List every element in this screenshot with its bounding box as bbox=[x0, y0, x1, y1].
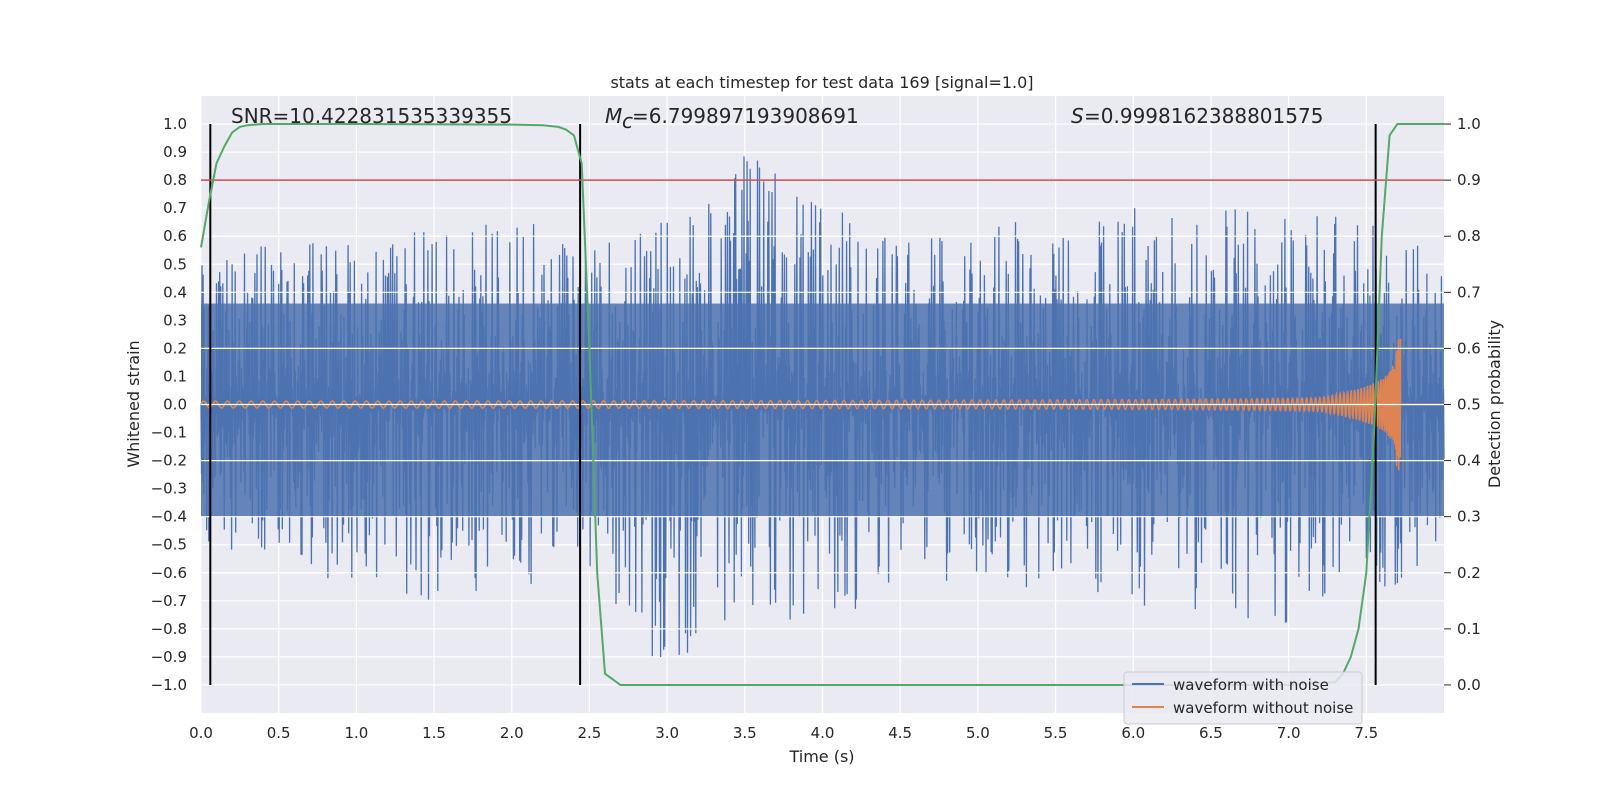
y-tick-label-4: 0.6 bbox=[163, 227, 187, 245]
legend-box bbox=[1123, 671, 1363, 725]
y2-tick-label-0: 1.0 bbox=[1457, 115, 1481, 133]
x-tick-label-1: 0.5 bbox=[267, 724, 291, 742]
y-tick-labels: 1.0 0.9 0.8 0.7 0.6 0.5 0.4 0.3 0.2 0.1 0.0 −0.1 −0.… bbox=[151, 115, 187, 694]
x-tick-label-0: 0.0 bbox=[189, 724, 213, 742]
legend-label-noise: waveform with noise bbox=[1173, 676, 1329, 694]
snr-annotation: SNR=10.422831535339355 bbox=[231, 104, 512, 128]
y2-tick-label-3: 0.7 bbox=[1457, 283, 1481, 301]
y-tick-label-13: −0.3 bbox=[151, 480, 187, 498]
y-tick-label-12: −0.2 bbox=[151, 452, 187, 470]
y-tick-label-3: 0.7 bbox=[163, 199, 187, 217]
noise-core-band bbox=[201, 303, 1444, 517]
x-tick-label-9: 4.5 bbox=[888, 724, 912, 742]
x-tick-label-5: 2.5 bbox=[578, 724, 602, 742]
y-tick-label-6: 0.4 bbox=[163, 283, 187, 301]
y-tick-label-2: 0.8 bbox=[163, 171, 187, 189]
y2-tick-label-1: 0.9 bbox=[1457, 171, 1481, 189]
y2-tick-label-5: 0.5 bbox=[1457, 396, 1481, 414]
y2-tick-label-7: 0.3 bbox=[1457, 508, 1481, 526]
y-tick-label-7: 0.3 bbox=[163, 311, 187, 329]
y2-tick-labels: 1.0 0.9 0.8 0.7 0.6 0.5 0.4 0.3 0.2 0.1 0.0 bbox=[1444, 115, 1481, 694]
x-tick-label-2: 1.0 bbox=[344, 724, 368, 742]
x-tick-label-7: 3.5 bbox=[733, 724, 757, 742]
x-tick-label-15: 7.5 bbox=[1354, 724, 1378, 742]
y-tick-label-18: −0.8 bbox=[151, 620, 187, 638]
significance-annotation: S =0.9998162388801575 bbox=[1071, 104, 1323, 128]
chirp-mass-annotation: M c =6.799897193908691 bbox=[605, 104, 859, 133]
legend: waveform with noise waveform without noi… bbox=[1123, 671, 1363, 725]
y-tick-label-15: −0.5 bbox=[151, 536, 187, 554]
chart-title: stats at each timestep for test data 169… bbox=[610, 73, 1033, 92]
y2-tick-label-9: 0.1 bbox=[1457, 620, 1481, 638]
y2-axis-label: Detection probability bbox=[1485, 320, 1504, 488]
svg-text:M: M bbox=[605, 104, 622, 128]
y-tick-label-20: −1.0 bbox=[151, 676, 187, 694]
y-tick-label-5: 0.5 bbox=[163, 255, 187, 273]
x-tick-label-6: 3.0 bbox=[655, 724, 679, 742]
y-tick-label-16: −0.6 bbox=[151, 564, 187, 582]
chirp-mass-value: =6.799897193908691 bbox=[632, 104, 859, 128]
y-tick-label-9: 0.1 bbox=[163, 367, 187, 385]
y-tick-label-1: 0.9 bbox=[163, 143, 187, 161]
y-tick-label-14: −0.4 bbox=[151, 508, 187, 526]
series-waveform-without-noise bbox=[200, 338, 1444, 471]
y2-tick-label-8: 0.2 bbox=[1457, 564, 1481, 582]
probability-trace bbox=[200, 123, 1444, 686]
chirp-trace bbox=[200, 338, 1444, 471]
y-axis-label: Whitened strain bbox=[124, 340, 143, 467]
series-detection-probability bbox=[200, 123, 1444, 686]
svg-text:S: S bbox=[1071, 104, 1084, 128]
y-tick-label-17: −0.7 bbox=[151, 592, 187, 610]
y-tick-label-10: 0.0 bbox=[163, 396, 187, 414]
x-tick-label-10: 5.0 bbox=[966, 724, 990, 742]
series-waveform-with-noise bbox=[200, 156, 1445, 658]
y-tick-label-19: −0.9 bbox=[151, 648, 187, 666]
x-tick-label-13: 6.5 bbox=[1199, 724, 1223, 742]
x-tick-label-4: 2.0 bbox=[500, 724, 524, 742]
x-tick-label-14: 7.0 bbox=[1277, 724, 1301, 742]
x-tick-label-8: 4.0 bbox=[811, 724, 835, 742]
y2-tick-label-10: 0.0 bbox=[1457, 676, 1481, 694]
x-tick-label-11: 5.5 bbox=[1044, 724, 1068, 742]
y-tick-label-0: 1.0 bbox=[163, 115, 187, 133]
y2-tick-label-6: 0.4 bbox=[1457, 452, 1481, 470]
x-tick-label-3: 1.5 bbox=[422, 724, 446, 742]
y-tick-label-8: 0.2 bbox=[163, 339, 187, 357]
y2-tick-label-2: 0.8 bbox=[1457, 227, 1481, 245]
x-tick-labels: 0.0 0.5 1.0 1.5 2.0 2.5 3.0 3.5 4.0 4.5 5.0 5.5 6.0 6… bbox=[189, 724, 1378, 742]
svg-text:c: c bbox=[622, 109, 633, 133]
y-tick-label-11: −0.1 bbox=[151, 424, 187, 442]
significance-value: =0.9998162388801575 bbox=[1084, 104, 1323, 128]
legend-label-clean: waveform without noise bbox=[1173, 699, 1353, 717]
x-axis-label: Time (s) bbox=[788, 747, 854, 766]
x-tick-label-12: 6.0 bbox=[1121, 724, 1145, 742]
y2-tick-label-4: 0.6 bbox=[1457, 339, 1481, 357]
